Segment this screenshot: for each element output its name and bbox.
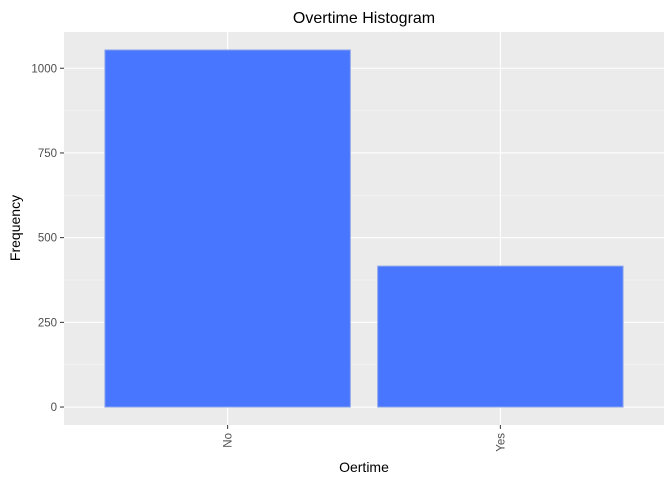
x-axis-title: Oertime: [339, 459, 389, 475]
y-tick-label: 1000: [31, 63, 57, 75]
x-tick-label: No: [223, 433, 235, 448]
x-tick-label: Yes: [495, 433, 507, 452]
y-tick-label: 250: [38, 317, 57, 329]
y-tick-label: 0: [51, 402, 57, 414]
bars: [104, 49, 624, 408]
y-axis-title: Frequency: [7, 195, 23, 261]
y-tick-label: 500: [38, 233, 57, 245]
bar-no: [104, 49, 351, 408]
chart-title: Overtime Histogram: [293, 10, 435, 27]
y-tick-label: 750: [38, 148, 57, 160]
bar-yes: [377, 265, 624, 408]
y-axis-ticks: 0 250 500 750 1000: [31, 63, 64, 414]
x-axis-ticks: No Yes: [223, 425, 507, 452]
